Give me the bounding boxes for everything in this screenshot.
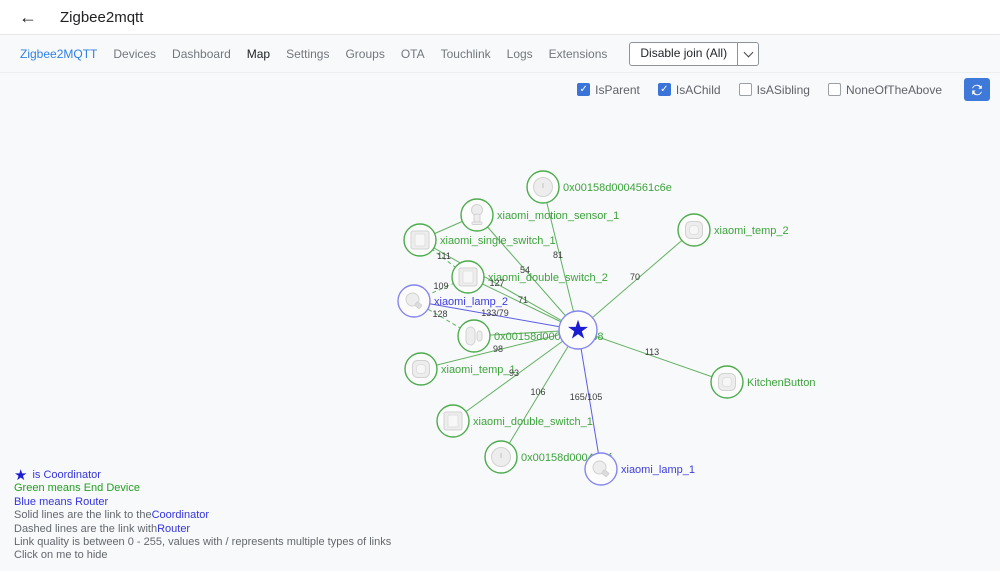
legend-text: Link quality is between 0 - 255, values … xyxy=(14,536,392,549)
edge-quality-label: 111 xyxy=(437,251,451,261)
coordinator-star-icon: ★ xyxy=(14,467,28,485)
node-label: xiaomi_temp_1 xyxy=(441,364,516,376)
legend-line: Link quality is between 0 - 255, values … xyxy=(14,536,391,549)
title-bar: ← Zigbee2mqtt xyxy=(0,0,1000,35)
node-label: xiaomi_temp_2 xyxy=(714,225,789,237)
filter-checkbox-label: NoneOfTheAbove xyxy=(845,82,942,97)
nav-item-dashboard[interactable]: Dashboard xyxy=(172,46,231,61)
checkbox-unchecked-icon[interactable] xyxy=(738,83,752,96)
nav-item-groups[interactable]: Groups xyxy=(345,46,385,61)
nav-item-devices[interactable]: Devices xyxy=(113,46,157,61)
legend-line: Green means End Device xyxy=(14,482,391,495)
nav-item-zigbee2mqtt[interactable]: Zigbee2MQTT xyxy=(20,46,98,61)
node-label: xiaomi_lamp_1 xyxy=(621,464,695,476)
filter-checkbox-label: IsAChild xyxy=(675,82,721,97)
legend-text: Green means End Device xyxy=(14,482,140,495)
edge-quality-label: 109 xyxy=(433,281,448,291)
graph-edge xyxy=(452,329,579,422)
nav-item-extensions[interactable]: Extensions xyxy=(548,46,608,61)
edge-quality-label: 93 xyxy=(509,368,519,378)
graph-node-0x00158d00044fcf[interactable]: 0x00158d00044fcf xyxy=(484,440,612,474)
graph-node-xiaomi_temp_1[interactable]: xiaomi_temp_1 xyxy=(404,352,516,386)
checkbox-checked-icon[interactable]: ✓ xyxy=(657,83,671,96)
disable-join-label: Disable join (All) xyxy=(640,45,728,60)
nav-item-logs[interactable]: Logs xyxy=(506,46,533,61)
filter-checkbox-isachild[interactable]: ✓ IsAChild xyxy=(657,82,721,97)
nav-item-touchlink[interactable]: Touchlink xyxy=(440,46,491,61)
graph-node-xiaomi_motion_sensor_1[interactable]: xiaomi_motion_sensor_1 xyxy=(460,198,619,232)
edge-quality-label: 71 xyxy=(518,295,528,305)
edge-quality-label: 113 xyxy=(645,347,659,357)
checkbox-unchecked-icon[interactable] xyxy=(827,83,841,96)
graph-node-xiaomi_lamp_1[interactable]: xiaomi_lamp_1 xyxy=(584,452,695,486)
disable-join-button[interactable]: Disable join (All) xyxy=(629,41,760,66)
legend-line: Blue means Router xyxy=(14,496,391,509)
graph-edge xyxy=(577,229,695,331)
graph-edge xyxy=(419,239,579,331)
graph-edge xyxy=(476,214,579,331)
graph-node-0x00158d0004561c6e[interactable]: 0x00158d0004561c6e xyxy=(526,170,672,204)
nav-item-ota[interactable]: OTA xyxy=(400,46,425,61)
graph-edge xyxy=(500,329,579,458)
edge-quality-label: 165/105 xyxy=(570,392,603,402)
chevron-down-icon[interactable] xyxy=(737,42,758,65)
filter-checkbox-label: IsParent xyxy=(595,82,640,97)
legend-line: Solid lines are the link to the Coordina… xyxy=(14,509,391,522)
graph-edge xyxy=(420,329,579,370)
edge-quality-label: 81 xyxy=(553,250,563,260)
back-arrow-icon[interactable]: ← xyxy=(19,7,37,27)
legend-line: Dashed lines are the link with Router xyxy=(14,523,391,536)
filter-checkbox-noneoftheabove[interactable]: NoneOfTheAbove xyxy=(827,82,942,97)
node-label: xiaomi_double_switch_1 xyxy=(473,416,593,428)
graph-node-xiaomi_single_switch_1[interactable]: xiaomi_single_switch_1 xyxy=(403,223,556,257)
refresh-map-button[interactable] xyxy=(964,78,990,101)
legend-text: Solid lines are the link to the xyxy=(14,509,152,522)
nav-item-map[interactable]: Map xyxy=(246,46,271,61)
edge-quality-label: 98 xyxy=(493,344,503,354)
legend-text: Dashed lines are the link with xyxy=(14,522,158,535)
graph-edge xyxy=(413,300,579,331)
edge-quality-label: 128 xyxy=(432,309,447,319)
graph-node-xiaomi_double_switch_1[interactable]: xiaomi_double_switch_1 xyxy=(436,404,593,438)
nav-item-settings[interactable]: Settings xyxy=(286,46,330,61)
checkbox-checked-icon[interactable]: ✓ xyxy=(577,83,591,96)
legend-text: is Coordinator xyxy=(32,469,101,481)
node-label: KitchenButton xyxy=(747,377,816,389)
node-label: xiaomi_lamp_2 xyxy=(434,296,508,308)
graph-edge xyxy=(467,276,579,331)
filter-checkbox-isparent[interactable]: ✓ IsParent xyxy=(577,83,640,97)
page-title: Zigbee2mqtt xyxy=(60,8,144,26)
link-filter-bar: ✓ IsParent ✓ IsAChild IsASibling NoneOfTheAbo… xyxy=(577,78,990,101)
graph-node-KitchenButton[interactable]: KitchenButton xyxy=(710,365,816,399)
legend-line: ★ is Coordinator xyxy=(14,467,391,485)
filter-checkbox-isasibling[interactable]: IsASibling xyxy=(738,82,810,97)
legend-text: Blue means Router xyxy=(14,495,109,508)
node-label: xiaomi_single_switch_1 xyxy=(440,235,556,247)
map-legend[interactable]: ★ is Coordinator Green means End Device Blu… xyxy=(14,467,391,563)
graph-node-xiaomi_lamp_2[interactable]: xiaomi_lamp_2 xyxy=(397,284,508,318)
edge-quality-label: 70 xyxy=(630,272,640,282)
graph-edge xyxy=(577,329,602,470)
coordinator-star-icon: ★ xyxy=(566,315,589,345)
legend-text: Coordinator xyxy=(151,509,210,522)
legend-text: Click on me to hide xyxy=(14,549,108,562)
node-label: xiaomi_motion_sensor_1 xyxy=(497,210,619,222)
graph-node-coordinator[interactable]: ★ xyxy=(558,310,598,350)
refresh-icon xyxy=(972,84,982,95)
edge-quality-label: 106 xyxy=(530,387,545,397)
graph-edge xyxy=(577,329,728,383)
graph-edge xyxy=(542,186,579,331)
main-nav: Zigbee2MQTT Devices Dashboard Map Settings Gr… xyxy=(0,35,1000,73)
filter-checkbox-label: IsASibling xyxy=(756,82,810,97)
graph-node-xiaomi_temp_2[interactable]: xiaomi_temp_2 xyxy=(677,213,789,247)
graph-node-xiaomi_double_switch_2[interactable]: xiaomi_double_switch_2 xyxy=(451,260,608,294)
node-label: 0x00158d0004561c6e xyxy=(563,182,672,194)
edge-quality-label: 133/79 xyxy=(481,308,509,318)
legend-text: Router xyxy=(157,522,191,535)
edge-quality-label: 127 xyxy=(489,278,504,288)
node-label: xiaomi_double_switch_2 xyxy=(488,272,608,284)
legend-line: Click on me to hide xyxy=(14,549,391,562)
edge-quality-label: 54 xyxy=(520,265,530,275)
